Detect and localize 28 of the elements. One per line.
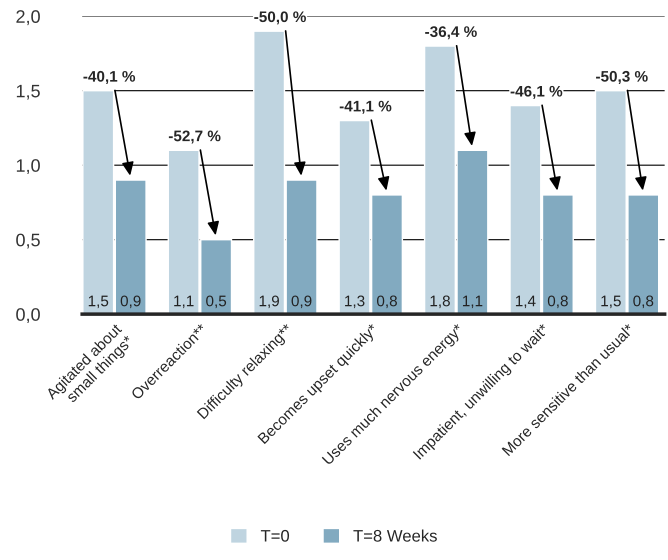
data-label: 1,8 — [430, 296, 450, 308]
annotation: -50,0 % — [254, 11, 306, 24]
y-tick-label: 0,0 — [16, 308, 40, 324]
data-label: 0,8 — [376, 296, 397, 308]
y-tick-label: 2,0 — [16, 10, 40, 26]
legend-label: T=8 Weeks — [353, 529, 437, 542]
y-tick-label: 1,0 — [16, 159, 40, 174]
annotation: -50,3 % — [596, 70, 648, 84]
annotation: -46,1 % — [510, 86, 562, 99]
data-label: 1,5 — [88, 296, 108, 308]
y-tick-label: 0,5 — [16, 234, 40, 249]
data-label: 0,9 — [120, 296, 141, 308]
data-label: 1,4 — [516, 296, 536, 308]
data-label: 1,1 — [174, 296, 194, 308]
data-label: 1,3 — [345, 296, 364, 308]
data-label: 0,9 — [292, 296, 312, 308]
annotation: -52,7 % — [168, 130, 221, 144]
annotation: -41,1 % — [340, 100, 392, 114]
data-label: 0,8 — [548, 296, 568, 308]
data-label: 1,1 — [462, 296, 482, 308]
data-label: 1,9 — [260, 296, 279, 308]
data-label: 0,8 — [633, 296, 654, 308]
annotation: -40,1 % — [83, 70, 136, 84]
data-label: 0,5 — [206, 296, 226, 308]
legend-label: T=0 — [260, 530, 290, 542]
annotation: -36,4 % — [425, 26, 477, 40]
data-label: 1,5 — [601, 296, 621, 308]
y-tick-label: 1,5 — [16, 84, 40, 100]
